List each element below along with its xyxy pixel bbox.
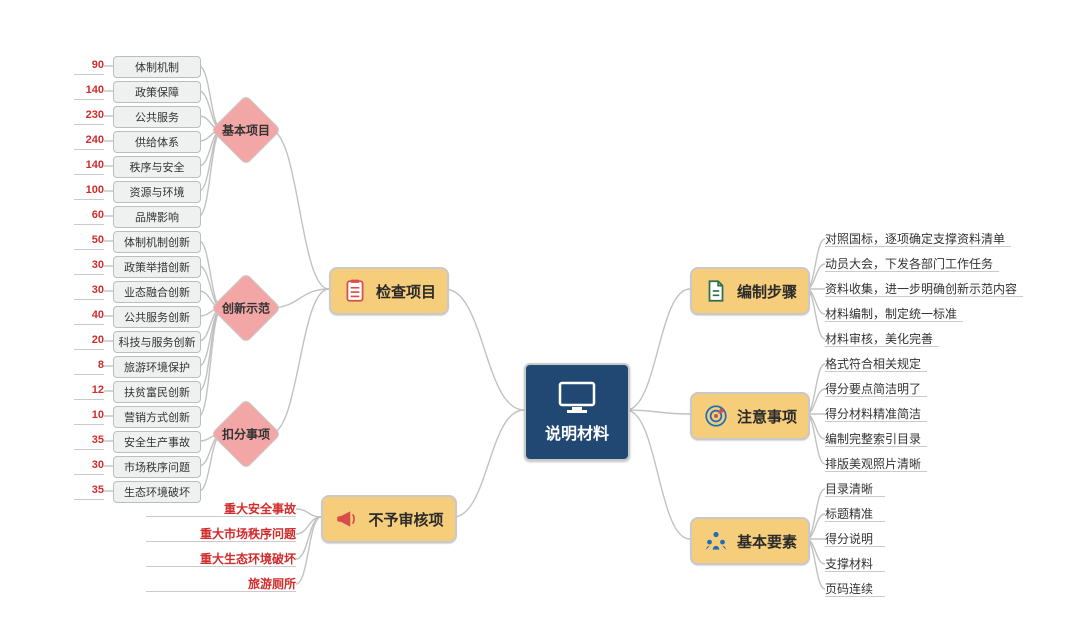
leaf-box[interactable]: 政策保障: [113, 81, 201, 103]
right-leaf: 得分说明: [825, 530, 873, 547]
leaf-box[interactable]: 资源与环境: [113, 181, 201, 203]
leaf-box[interactable]: 公共服务: [113, 106, 201, 128]
diamond-d2[interactable]: 创新示范: [211, 273, 282, 344]
leaf-number: 90: [0, 59, 104, 71]
leaf-box[interactable]: 科技与服务创新: [113, 331, 201, 353]
right-leaf: 格式符合相关规定: [825, 355, 921, 372]
leaf-number: 240: [0, 134, 104, 146]
branch-basics[interactable]: 基本要素: [690, 517, 810, 565]
right-leaf: 材料编制，制定统一标准: [825, 305, 957, 322]
leaf-number: 12: [0, 384, 104, 396]
diamond-label: 扣分事项: [222, 426, 270, 443]
reject-leaf: 重大市场秩序问题: [146, 525, 296, 542]
target-icon: [703, 403, 729, 429]
diamond-d3[interactable]: 扣分事项: [211, 399, 282, 470]
leaf-box[interactable]: 市场秩序问题: [113, 456, 201, 478]
leaf-box[interactable]: 安全生产事故: [113, 431, 201, 453]
doc-icon: [703, 278, 729, 304]
leaf-number: 8: [0, 359, 104, 371]
center-label: 说明材料: [545, 420, 609, 444]
right-leaf: 标题精准: [825, 505, 873, 522]
megaphone-icon: [334, 506, 360, 532]
leaf-box[interactable]: 体制机制创新: [113, 231, 201, 253]
right-leaf: 排版美观照片清晰: [825, 455, 921, 472]
diamond-label: 基本项目: [222, 122, 270, 139]
leaf-box[interactable]: 供给体系: [113, 131, 201, 153]
leaf-number: 140: [0, 84, 104, 96]
leaf-number: 35: [0, 484, 104, 496]
leaf-number: 30: [0, 259, 104, 271]
leaf-box[interactable]: 秩序与安全: [113, 156, 201, 178]
right-leaf: 材料审核，美化完善: [825, 330, 933, 347]
leaf-number: 10: [0, 409, 104, 421]
leaf-box[interactable]: 营销方式创新: [113, 406, 201, 428]
reject-leaf: 旅游厕所: [146, 575, 296, 592]
leaf-number: 40: [0, 309, 104, 321]
reject-leaf: 重大安全事故: [146, 500, 296, 517]
right-leaf: 支撑材料: [825, 555, 873, 572]
right-leaf: 得分要点简洁明了: [825, 380, 921, 397]
right-leaf: 资料收集，进一步明确创新示范内容: [825, 280, 1017, 297]
branch-label: 基本要素: [737, 531, 797, 552]
center-node[interactable]: 说明材料: [524, 363, 630, 461]
leaf-number: 100: [0, 184, 104, 196]
right-leaf: 编制完整索引目录: [825, 430, 921, 447]
leaf-number: 35: [0, 434, 104, 446]
branch-notes[interactable]: 注意事项: [690, 392, 810, 440]
leaf-box[interactable]: 品牌影响: [113, 206, 201, 228]
branch-label: 编制步骤: [737, 281, 797, 302]
branch-steps[interactable]: 编制步骤: [690, 267, 810, 315]
leaf-box[interactable]: 政策举措创新: [113, 256, 201, 278]
leaf-number: 140: [0, 159, 104, 171]
branch-reject[interactable]: 不予审核项: [321, 495, 457, 543]
leaf-number: 30: [0, 284, 104, 296]
diamond-d1[interactable]: 基本项目: [211, 95, 282, 166]
branch-label: 不予审核项: [368, 509, 443, 530]
right-leaf: 目录清晰: [825, 480, 873, 497]
leaf-number: 30: [0, 459, 104, 471]
branch-label: 注意事项: [737, 406, 797, 427]
clipboard-icon: [342, 278, 368, 304]
reject-leaf: 重大生态环境破坏: [146, 550, 296, 567]
people-icon: [703, 528, 729, 554]
leaf-number: 60: [0, 209, 104, 221]
right-leaf: 对照国标，逐项确定支撑资料清单: [825, 230, 1005, 247]
leaf-box[interactable]: 公共服务创新: [113, 306, 201, 328]
leaf-number: 20: [0, 334, 104, 346]
right-leaf: 动员大会，下发各部门工作任务: [825, 255, 993, 272]
leaf-number: 50: [0, 234, 104, 246]
leaf-box[interactable]: 扶贫富民创新: [113, 381, 201, 403]
right-leaf: 得分材料精准简洁: [825, 405, 921, 422]
leaf-number: 230: [0, 109, 104, 121]
leaf-box[interactable]: 业态融合创新: [113, 281, 201, 303]
monitor-icon: [557, 380, 597, 414]
branch-label: 检查项目: [376, 281, 436, 302]
diamond-label: 创新示范: [222, 300, 270, 317]
leaf-box[interactable]: 体制机制: [113, 56, 201, 78]
branch-check[interactable]: 检查项目: [329, 267, 449, 315]
right-leaf: 页码连续: [825, 580, 873, 597]
leaf-box[interactable]: 旅游环境保护: [113, 356, 201, 378]
